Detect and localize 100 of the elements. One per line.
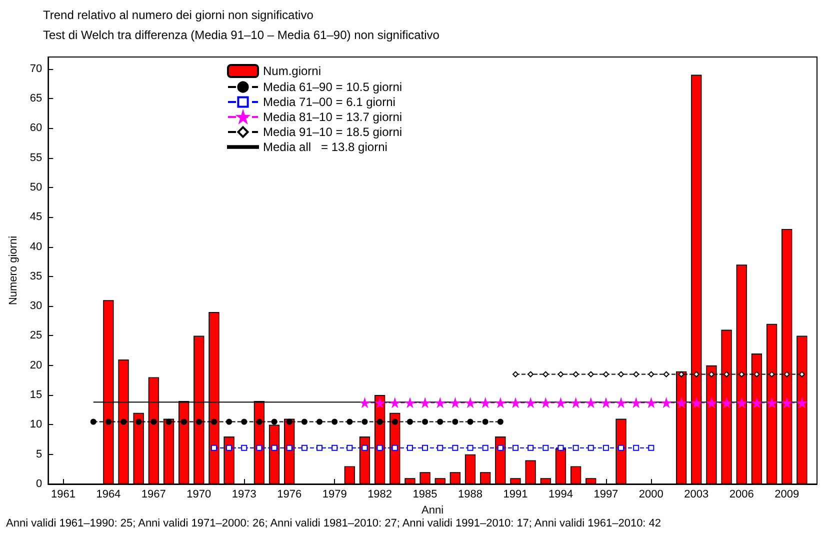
point: [558, 444, 564, 451]
point: [256, 444, 262, 451]
point: [632, 398, 641, 408]
point: [210, 418, 217, 425]
point: [648, 371, 654, 378]
point: [376, 418, 383, 425]
point: [360, 398, 370, 408]
point: [452, 418, 458, 425]
y-tick-label: 25: [30, 330, 42, 342]
point: [646, 398, 656, 408]
point: [136, 418, 142, 425]
point: [572, 444, 579, 451]
point: [692, 398, 701, 408]
point: [784, 371, 790, 378]
point: [437, 418, 444, 425]
point: [798, 371, 805, 378]
point: [556, 398, 566, 408]
point: [346, 418, 353, 425]
x-tick-label: 1985: [412, 488, 438, 500]
y-tick-label: 15: [30, 389, 42, 402]
point: [406, 444, 413, 451]
point: [737, 398, 746, 408]
point: [663, 371, 670, 378]
legend-label: Media 81–10 = 13.7 giorni: [263, 110, 402, 124]
point: [678, 371, 684, 378]
point: [648, 444, 654, 451]
point: [482, 444, 488, 451]
point: [754, 371, 760, 378]
point: [528, 371, 534, 378]
legend-label: Media all = 13.8 giorni: [263, 140, 388, 154]
point: [286, 418, 292, 425]
x-tick-label: 1973: [232, 488, 256, 500]
x-axis-title: Anni: [422, 504, 444, 516]
point: [676, 398, 686, 408]
x-tick-label: 1961: [50, 488, 76, 500]
x-tick-label: 1964: [96, 488, 121, 500]
point: [450, 398, 460, 408]
point: [542, 371, 549, 378]
x-tick-label: 1979: [322, 488, 347, 500]
point: [633, 444, 640, 451]
y-tick-label: 35: [30, 270, 42, 282]
x-tick-label: 2006: [729, 488, 754, 500]
point: [452, 444, 458, 451]
y-tick-label: 30: [30, 300, 42, 312]
point: [588, 444, 594, 451]
y-tick-label: 65: [30, 92, 42, 105]
point: [497, 418, 504, 425]
point: [782, 398, 792, 408]
point: [362, 418, 368, 425]
point: [375, 398, 384, 408]
point: [512, 444, 518, 451]
point: [752, 398, 762, 408]
y-tick-label: 70: [30, 62, 42, 75]
point: [767, 398, 776, 408]
point: [496, 398, 505, 408]
point: [526, 398, 536, 408]
point: [618, 444, 624, 451]
point: [528, 444, 534, 451]
point: [722, 398, 732, 408]
point: [586, 398, 596, 408]
point: [467, 418, 474, 425]
point: [316, 418, 322, 425]
point: [706, 398, 716, 408]
point: [422, 418, 428, 425]
point: [405, 398, 414, 408]
point: [422, 444, 428, 451]
point: [332, 444, 338, 451]
point: [480, 398, 490, 408]
point: [571, 398, 580, 408]
point: [286, 444, 292, 451]
x-tick-label: 2009: [774, 488, 800, 500]
point: [376, 444, 383, 451]
y-tick-label: 0: [36, 478, 42, 490]
point: [588, 371, 594, 378]
point: [437, 444, 444, 451]
y-tick-label: 60: [30, 122, 42, 134]
x-tick-label: 1982: [368, 488, 392, 500]
legend-label: Num.giorni: [263, 64, 322, 78]
y-tick-label: 55: [30, 152, 42, 164]
y-tick-label: 10: [30, 418, 42, 431]
y-tick-label: 40: [30, 240, 42, 253]
x-tick-label: 1970: [186, 488, 212, 500]
point: [210, 444, 217, 451]
point: [90, 418, 96, 425]
legend-label: Media 91–10 = 18.5 giorni: [263, 125, 402, 139]
x-tick-label: 1967: [141, 488, 166, 500]
point: [768, 371, 775, 378]
point: [346, 444, 353, 451]
x-tick-label: 1976: [277, 488, 302, 500]
point: [708, 371, 714, 378]
point: [392, 444, 398, 451]
point: [724, 371, 730, 378]
point: [196, 418, 202, 425]
point: [271, 444, 278, 451]
point: [105, 418, 112, 425]
point: [618, 371, 624, 378]
x-tick-label: 1997: [594, 488, 618, 500]
point: [301, 444, 308, 451]
x-tick-label: 1988: [458, 488, 482, 500]
point: [301, 418, 308, 425]
